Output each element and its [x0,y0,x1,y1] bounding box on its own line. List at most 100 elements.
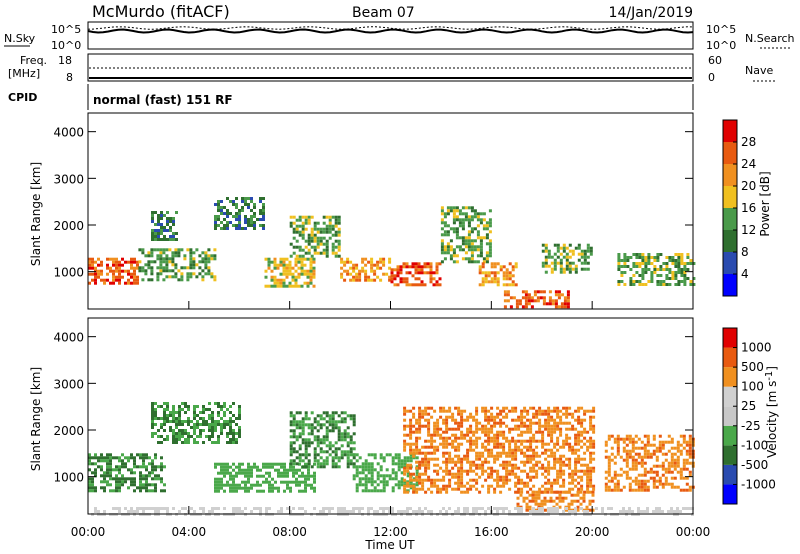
echo-cell [476,254,480,258]
echo-cell [467,239,471,243]
echo-cell [172,408,175,411]
echo-cell [631,510,634,513]
echo-cell [217,423,220,426]
echo-cell [292,215,296,219]
echo-cell [118,480,121,484]
echo-cell [150,272,154,276]
echo-cell [430,510,433,513]
echo-cell [640,440,644,444]
echo-cell [637,455,641,459]
echo-cell [364,462,368,466]
echo-cell [250,218,253,221]
echo-cell [394,453,398,457]
echo-cell [670,437,674,441]
echo-cell [238,218,241,221]
echo-cell [163,489,166,493]
echo-cell [451,418,455,422]
echo-cell [232,429,235,432]
echo-cell [685,449,689,453]
echo-cell [502,466,506,470]
echo-cell [159,251,163,255]
echo-cell [653,268,657,271]
echo-cell [445,418,449,422]
echo-cell [166,408,169,411]
echo-cell [541,424,545,428]
echo-cell [562,412,566,416]
echo-cell [631,479,635,483]
echo-cell [565,421,569,425]
echo-cell [514,439,518,443]
echo-cell [175,238,178,241]
echo-cell [322,221,326,225]
echo-cell [217,507,220,510]
echo-cell [235,227,238,230]
echo-cell [517,433,521,437]
echo-cell [457,409,461,413]
echo-cell [532,469,536,473]
echo-cell [550,270,554,274]
echo-cell [331,462,335,466]
echo-cell [517,445,521,449]
echo-cell [540,499,544,503]
echo-cell [154,402,157,405]
echo-cell [478,475,482,479]
echo-cell [496,430,500,434]
echo-cell [454,460,458,464]
echo-cell [399,271,403,275]
echo-cell [543,502,547,506]
colorbar-cell [723,186,737,208]
echo-cell [97,275,100,279]
echo-cell [508,277,512,281]
echo-cell [479,218,483,222]
echo-cell [393,283,397,287]
echo-cell [475,487,479,491]
echo-cell [208,429,211,432]
echo-cell [199,435,202,438]
echo-cell [485,224,489,228]
echo-cell [307,221,311,225]
echo-cell [481,406,485,410]
echo-cell [626,256,630,259]
echo-cell [439,490,443,494]
echo-cell [292,251,296,255]
echo-cell [223,212,226,215]
echo-cell [556,409,560,413]
echo-cell [502,271,506,275]
echo-cell [91,257,94,261]
echo-cell [688,473,692,477]
echo-cell [661,482,665,486]
echo-cell [364,459,368,463]
echo-cell [346,432,350,436]
echo-cell [214,429,217,432]
echo-cell [325,224,329,228]
echo-cell [418,481,422,485]
echo-cell [553,421,557,425]
echo-cell [558,493,562,497]
echo-cell [457,436,461,440]
echo-cell [319,236,323,240]
echo-cell [214,420,217,423]
echo-cell [610,476,614,480]
echo-cell [461,236,465,240]
echo-cell [151,483,154,487]
echo-cell [629,268,633,271]
echo-cell [162,269,166,273]
echo-cell [415,475,419,479]
echo-cell [562,463,566,467]
echo-cell [229,441,232,444]
echo-cell [190,507,193,510]
echo-cell [509,305,513,309]
echo-cell [547,442,551,446]
echo-cell [267,284,271,288]
echo-cell [464,242,468,246]
echo-cell [301,221,305,225]
echo-cell [204,257,208,261]
echo-cell [571,510,574,513]
echo-cell [156,272,160,276]
echo-cell [211,423,214,426]
echo-cell [673,458,677,462]
echo-cell [617,265,621,268]
echo-cell [177,254,181,258]
echo-cell [616,440,620,444]
echo-cell [256,507,259,510]
